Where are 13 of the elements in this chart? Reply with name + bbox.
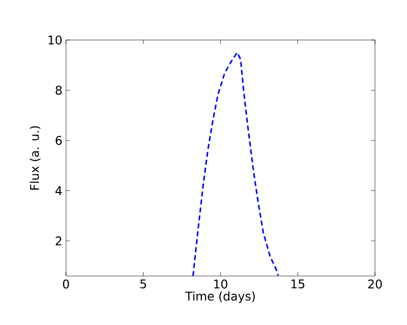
y-tick-label: 2 [56, 236, 62, 246]
y-tick-label: 6 [56, 136, 62, 145]
x-tick-label: 15 [291, 280, 304, 288]
x-axis-title: Time (days) [185, 291, 255, 303]
y-tick-label: 8 [56, 86, 62, 95]
x-tick-label: 20 [368, 280, 382, 289]
x-tick-label: 10 [214, 280, 228, 289]
y-tick-label: 10 [48, 35, 62, 45]
x-tick-label: 0 [62, 280, 70, 289]
line-series [192, 52, 279, 276]
y-tick-label: 4 [55, 186, 62, 195]
y-axis-title: Flux (a. u.) [30, 126, 40, 190]
x-tick-label: 5 [140, 280, 146, 288]
